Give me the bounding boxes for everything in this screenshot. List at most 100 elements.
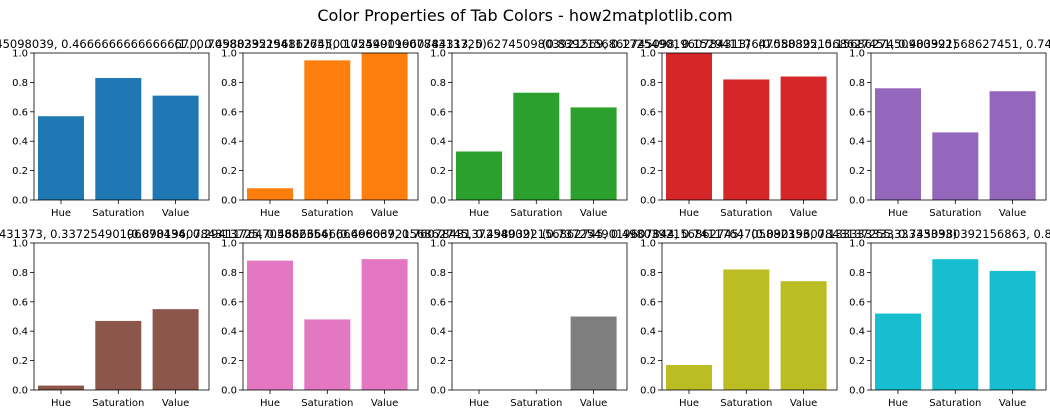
x-tick-label: Value <box>162 398 189 409</box>
y-tick-label: 0.2 <box>221 356 237 367</box>
axes-frame <box>661 52 838 201</box>
y-tick-label: 0.4 <box>430 327 446 338</box>
y-tick-label: 0.0 <box>430 386 446 397</box>
y-tick-label: 0.2 <box>12 166 28 177</box>
subplot-1: (0.12156862745098039, 0.4666666666666667… <box>0 37 329 219</box>
x-tick-label: Value <box>999 398 1026 409</box>
bar-hue <box>666 53 712 200</box>
x-tick-label: Hue <box>469 208 489 219</box>
y-tick-label: 0.0 <box>640 196 656 207</box>
bar-value <box>361 259 408 390</box>
axes-frame <box>33 242 210 391</box>
y-tick-label: 0.4 <box>12 137 28 148</box>
subplot-title: (0.12156862745098039, 0.4666666666666667… <box>0 37 329 51</box>
subplot-10: (0.09019607843137255, 0.7450980392156863… <box>751 227 1050 409</box>
y-tick-label: 0.0 <box>221 196 237 207</box>
subplot-7: (0.8901960784313725, 0.4666666666666667,… <box>127 227 535 409</box>
x-tick-label: Saturation <box>92 208 144 219</box>
x-tick-label: Saturation <box>720 398 772 409</box>
y-tick-label: 0.2 <box>221 166 237 177</box>
y-tick-label: 0.2 <box>640 166 656 177</box>
x-tick-label: Hue <box>51 398 71 409</box>
bar-saturation <box>304 319 351 390</box>
y-tick-label: 0.8 <box>430 268 446 279</box>
x-tick-label: Value <box>580 398 607 409</box>
y-tick-label: 0.6 <box>12 297 28 308</box>
y-tick-label: 0.2 <box>849 166 865 177</box>
subplot-5: (0.5803921568627451, 0.403921568627451, … <box>758 37 1050 219</box>
y-tick-label: 1.0 <box>849 239 865 250</box>
x-tick-label: Hue <box>260 208 280 219</box>
y-tick-label: 0.8 <box>849 268 865 279</box>
bar-saturation <box>304 60 351 200</box>
bar-saturation <box>95 320 142 390</box>
y-tick-label: 0.0 <box>12 196 28 207</box>
subplot-title: (1.0, 0.4980392156862745, 0.054901960784… <box>174 37 487 51</box>
y-tick-label: 1.0 <box>12 49 28 60</box>
x-tick-label: Hue <box>51 208 71 219</box>
bar-hue <box>38 385 84 390</box>
subplot-title: (0.8901960784313725, 0.4666666666666667,… <box>127 227 535 241</box>
bar-value <box>570 316 617 390</box>
y-tick-label: 0.2 <box>640 356 656 367</box>
subplot-2: (1.0, 0.4980392156862745, 0.054901960784… <box>174 37 487 219</box>
x-tick-label: Saturation <box>301 398 353 409</box>
y-tick-label: 0.0 <box>12 386 28 397</box>
y-tick-label: 0.6 <box>430 107 446 118</box>
y-tick-label: 1.0 <box>221 239 237 250</box>
bar-value <box>152 95 199 200</box>
x-tick-label: Hue <box>679 208 699 219</box>
y-tick-label: 0.6 <box>849 107 865 118</box>
bar-hue <box>247 188 293 200</box>
y-tick-label: 0.4 <box>221 137 237 148</box>
y-tick-label: 0.8 <box>12 268 28 279</box>
figure-title: Color Properties of Tab Colors - how2mat… <box>317 6 733 25</box>
bar-hue <box>456 151 502 200</box>
y-tick-label: 0.6 <box>640 107 656 118</box>
subplot-3: (0.17254901960784313, 0.6274509803921569… <box>328 37 750 219</box>
bar-saturation <box>723 79 770 200</box>
x-tick-label: Saturation <box>929 398 981 409</box>
subplot-4: (0.8392156862745098, 0.15294117647058825… <box>542 37 957 219</box>
bar-saturation <box>723 269 770 390</box>
y-tick-label: 0.8 <box>221 78 237 89</box>
y-tick-label: 0.8 <box>849 78 865 89</box>
y-tick-label: 1.0 <box>12 239 28 250</box>
subplot-title: (0.5803921568627451, 0.403921568627451, … <box>758 37 1050 51</box>
y-tick-label: 0.8 <box>12 78 28 89</box>
x-tick-label: Saturation <box>720 208 772 219</box>
bar-saturation <box>932 259 979 390</box>
subplot-title: (0.4980392156862745, 0.4980392156862745,… <box>336 227 744 241</box>
y-tick-label: 1.0 <box>430 239 446 250</box>
axes-frame <box>33 52 210 201</box>
subplot-title: (0.17254901960784313, 0.6274509803921569… <box>328 37 750 51</box>
y-tick-label: 0.6 <box>430 297 446 308</box>
bar-hue <box>875 313 921 390</box>
axes-frame <box>242 52 419 201</box>
x-tick-label: Saturation <box>929 208 981 219</box>
y-tick-label: 1.0 <box>640 49 656 60</box>
subplot-8: (0.4980392156862745, 0.4980392156862745,… <box>336 227 744 409</box>
y-tick-label: 0.6 <box>221 297 237 308</box>
y-tick-label: 0.4 <box>221 327 237 338</box>
bar-value <box>989 91 1036 200</box>
bar-value <box>361 53 408 200</box>
x-tick-label: Saturation <box>510 208 562 219</box>
y-tick-label: 0.2 <box>430 166 446 177</box>
y-tick-label: 0.6 <box>221 107 237 118</box>
y-tick-label: 0.0 <box>849 386 865 397</box>
bar-value <box>152 309 199 390</box>
axes-frame <box>870 52 1047 201</box>
y-tick-label: 0.6 <box>12 107 28 118</box>
x-tick-label: Value <box>371 208 398 219</box>
axes-frame <box>661 242 838 391</box>
axes-frame <box>451 242 628 391</box>
bar-hue <box>666 365 712 390</box>
x-tick-label: Saturation <box>510 398 562 409</box>
x-tick-label: Value <box>790 398 817 409</box>
y-tick-label: 0.2 <box>849 356 865 367</box>
bar-value <box>780 76 827 200</box>
x-tick-label: Hue <box>469 398 489 409</box>
y-tick-label: 0.0 <box>221 386 237 397</box>
bar-value <box>780 281 827 390</box>
